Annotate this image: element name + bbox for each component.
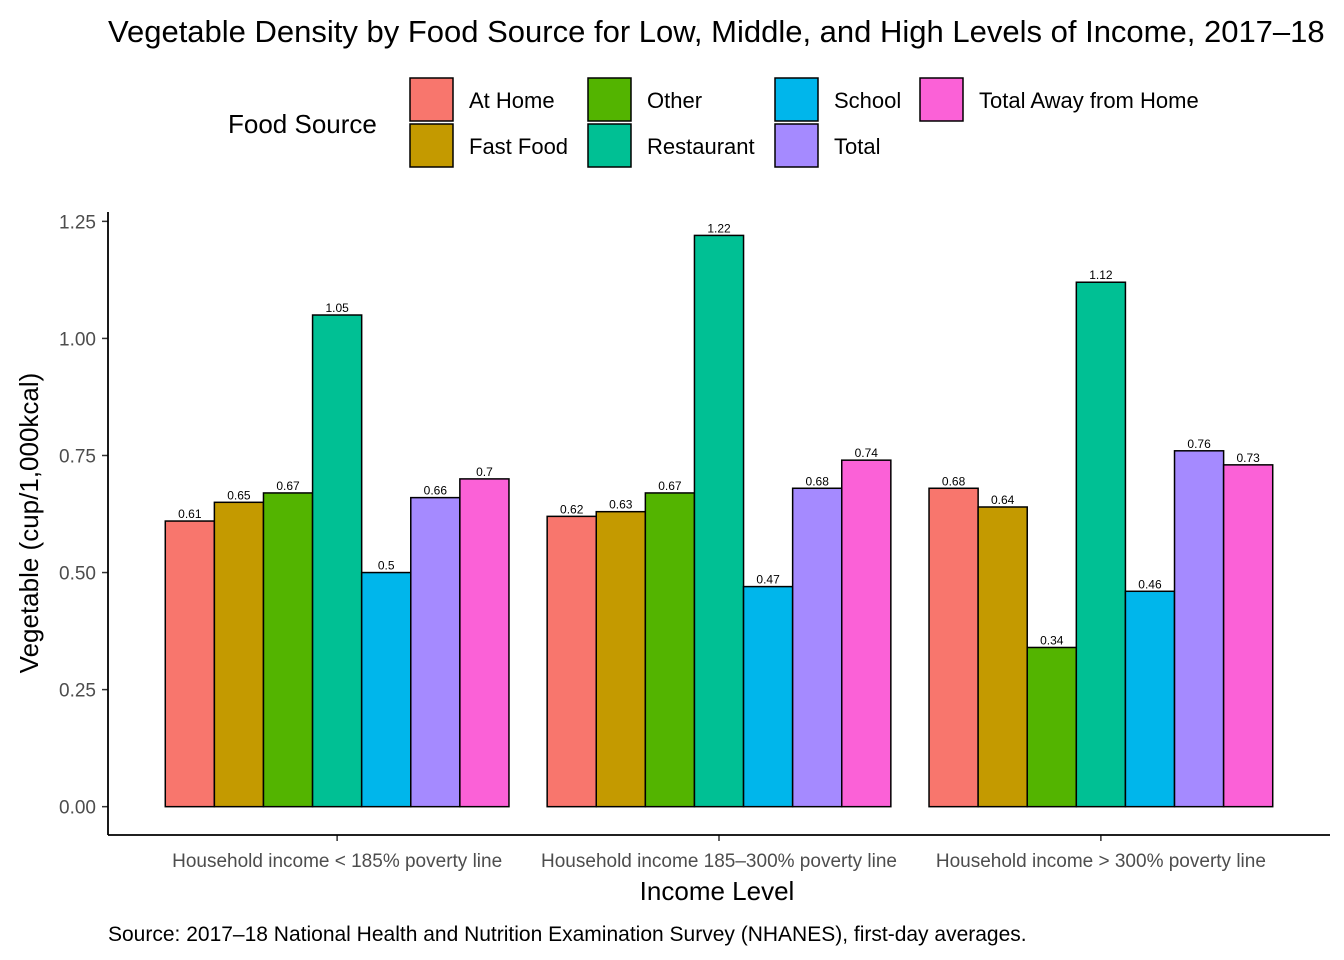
bar-value-label: 0.67 xyxy=(658,479,682,493)
bar-value-label: 0.34 xyxy=(1040,633,1064,647)
bar-value-label: 0.64 xyxy=(991,493,1015,507)
legend-swatch xyxy=(919,77,964,122)
bar-value-label: 1.05 xyxy=(325,301,349,315)
bar xyxy=(262,492,314,808)
legend-label: Total Away from Home xyxy=(979,88,1199,113)
bar xyxy=(1222,464,1274,808)
bar xyxy=(360,571,412,808)
bar xyxy=(644,492,696,808)
bar-value-label: 0.63 xyxy=(609,498,633,512)
legend-label: Other xyxy=(647,88,702,113)
legend-title: Food Source xyxy=(228,109,377,139)
x-axis-title: Income Level xyxy=(640,876,795,906)
bar-value-label: 0.74 xyxy=(855,446,879,460)
bar xyxy=(459,478,510,808)
y-tick-label: 1.00 xyxy=(59,329,96,350)
bar-value-label: 0.67 xyxy=(276,479,300,493)
legend-swatch xyxy=(409,77,454,122)
bar xyxy=(546,515,598,808)
legend: At Home Other School Total Away from Home Fa… xyxy=(409,77,1199,168)
x-axis: Household income < 185% poverty line Hous… xyxy=(172,835,1266,872)
bar-value-label: 0.46 xyxy=(1138,577,1162,591)
y-axis: 0.00 0.25 0.50 0.75 1.00 1.25 xyxy=(59,212,108,819)
legend-swatch xyxy=(587,123,632,168)
bar-value-label: 0.65 xyxy=(227,488,251,502)
chart-title: Vegetable Density by Food Source for Low… xyxy=(108,14,1325,49)
legend-swatch xyxy=(409,123,454,168)
bar xyxy=(742,585,794,808)
y-tick-label: 1.25 xyxy=(59,212,96,233)
bar-value-label: 1.12 xyxy=(1089,268,1113,282)
y-tick-label: 0.50 xyxy=(59,564,96,585)
y-axis-title: Vegetable (cup/1,000kcal) xyxy=(14,373,44,674)
bar-value-label: 0.47 xyxy=(756,573,780,587)
bar xyxy=(1075,281,1127,808)
y-tick-label: 0.25 xyxy=(59,681,96,702)
bar xyxy=(410,496,461,808)
bar xyxy=(1124,590,1176,808)
bar xyxy=(1026,646,1078,808)
bar-value-label: 0.62 xyxy=(560,502,584,516)
bar-value-label: 0.73 xyxy=(1236,451,1260,465)
bar-value-label: 0.68 xyxy=(942,474,966,488)
bar xyxy=(1173,450,1225,808)
bar xyxy=(791,487,843,808)
bar xyxy=(595,510,647,808)
bar-value-label: 0.61 xyxy=(178,507,202,521)
legend-label: Total xyxy=(834,134,880,159)
bar xyxy=(164,520,216,808)
bar-value-label: 1.22 xyxy=(707,221,731,235)
legend-swatch xyxy=(587,77,632,122)
bar-value-label: 0.5 xyxy=(378,559,395,573)
x-tick-label: Household income < 185% poverty line xyxy=(172,851,502,872)
legend-label: Fast Food xyxy=(469,134,568,159)
legend-label: Restaurant xyxy=(647,134,755,159)
bar xyxy=(928,487,979,808)
bar xyxy=(840,459,892,808)
bar-value-label: 0.68 xyxy=(806,474,830,488)
legend-label: At Home xyxy=(469,88,555,113)
y-tick-label: 0.00 xyxy=(59,798,96,819)
chart-caption: Source: 2017–18 National Health and Nutr… xyxy=(108,923,1027,946)
bar xyxy=(213,501,265,808)
legend-swatch xyxy=(774,77,819,122)
legend-swatch xyxy=(774,123,819,168)
bars xyxy=(164,234,1274,808)
bar xyxy=(693,234,745,808)
x-tick-label: Household income > 300% poverty line xyxy=(936,851,1266,872)
legend-label: School xyxy=(834,88,901,113)
bar-labels: 0.61 0.65 0.67 1.05 0.5 0.66 0.7 0.62 0.63 0.67 1.… xyxy=(178,221,1260,647)
bar-value-label: 0.76 xyxy=(1187,437,1211,451)
x-tick-label: Household income 185–300% poverty line xyxy=(541,851,897,872)
y-tick-label: 0.75 xyxy=(59,446,96,467)
bar-value-label: 0.7 xyxy=(476,465,493,479)
bar xyxy=(977,506,1028,808)
bar-value-label: 0.66 xyxy=(424,484,448,498)
bar xyxy=(311,314,363,808)
